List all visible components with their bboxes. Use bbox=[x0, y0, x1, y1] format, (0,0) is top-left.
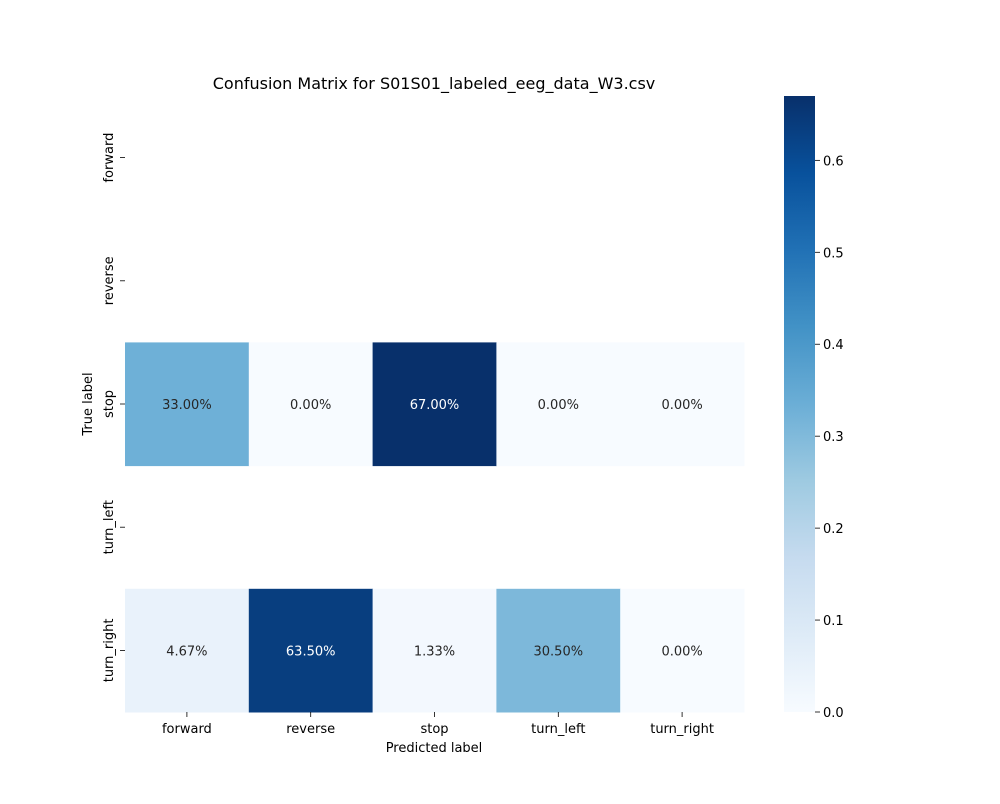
y-axis-label: True label bbox=[81, 372, 96, 436]
y-tick-label: turn_left bbox=[102, 500, 117, 554]
y-axis-ticks: forward reverse stop turn_left turn_right bbox=[102, 133, 125, 683]
cell-annotation: 67.00% bbox=[410, 398, 460, 413]
x-tick-label: forward bbox=[162, 722, 212, 737]
colorbar-tick-label: 0.3 bbox=[823, 430, 844, 445]
colorbar-tick-label: 0.5 bbox=[823, 246, 844, 261]
cell-annotation: 33.00% bbox=[162, 398, 212, 413]
cell-annotation: 0.00% bbox=[290, 398, 331, 413]
x-tick-label: reverse bbox=[286, 722, 335, 737]
heatmap-cell bbox=[372, 588, 497, 713]
x-axis-ticks: forward reverse stop turn_left turn_right bbox=[162, 712, 714, 737]
y-tick-label: turn_right bbox=[102, 619, 117, 683]
heatmap-cell bbox=[248, 342, 374, 467]
heatmap-cell bbox=[248, 588, 374, 713]
heatmap-cell bbox=[125, 342, 250, 467]
colorbar-tick-label: 0.2 bbox=[823, 522, 844, 537]
cell-annotation: 63.50% bbox=[286, 644, 336, 659]
colorbar-tick-label: 0.4 bbox=[823, 338, 844, 353]
colorbar-tick-label: 0.1 bbox=[823, 614, 844, 629]
heatmap-cell bbox=[620, 342, 745, 467]
cell-annotation: 0.00% bbox=[661, 398, 702, 413]
heatmap-cell bbox=[125, 588, 250, 713]
y-tick-label: reverse bbox=[102, 256, 117, 305]
cell-annotation: 4.67% bbox=[166, 644, 207, 659]
colorbar-tick-label: 0.6 bbox=[823, 154, 844, 169]
y-tick-label: forward bbox=[102, 133, 117, 183]
x-tick-label: stop bbox=[420, 722, 448, 737]
colorbar-ticks: 0.0 0.1 0.2 0.3 0.4 0.5 0.6 bbox=[815, 154, 844, 721]
colorbar bbox=[784, 96, 815, 712]
y-tick-label: stop bbox=[102, 390, 117, 418]
chart-title: Confusion Matrix for S01S01_labeled_eeg_… bbox=[213, 74, 656, 94]
cell-annotation: 30.50% bbox=[534, 644, 584, 659]
x-tick-label: turn_left bbox=[531, 722, 585, 737]
heatmap-cell bbox=[496, 342, 621, 467]
x-axis-label: Predicted label bbox=[386, 741, 483, 756]
cell-annotation: 0.00% bbox=[538, 398, 579, 413]
heatmap-cell bbox=[372, 342, 497, 467]
colorbar-tick-label: 0.0 bbox=[823, 706, 844, 721]
heatmap-cells: 33.00% 0.00% 67.00% 0.00% 0.00% 4.67% 63.50% 1.… bbox=[125, 342, 745, 713]
cell-annotation: 1.33% bbox=[414, 644, 455, 659]
x-tick-label: turn_right bbox=[650, 722, 714, 737]
cell-annotation: 0.00% bbox=[661, 644, 702, 659]
heatmap-cell bbox=[496, 588, 621, 713]
heatmap-cell bbox=[620, 588, 745, 713]
